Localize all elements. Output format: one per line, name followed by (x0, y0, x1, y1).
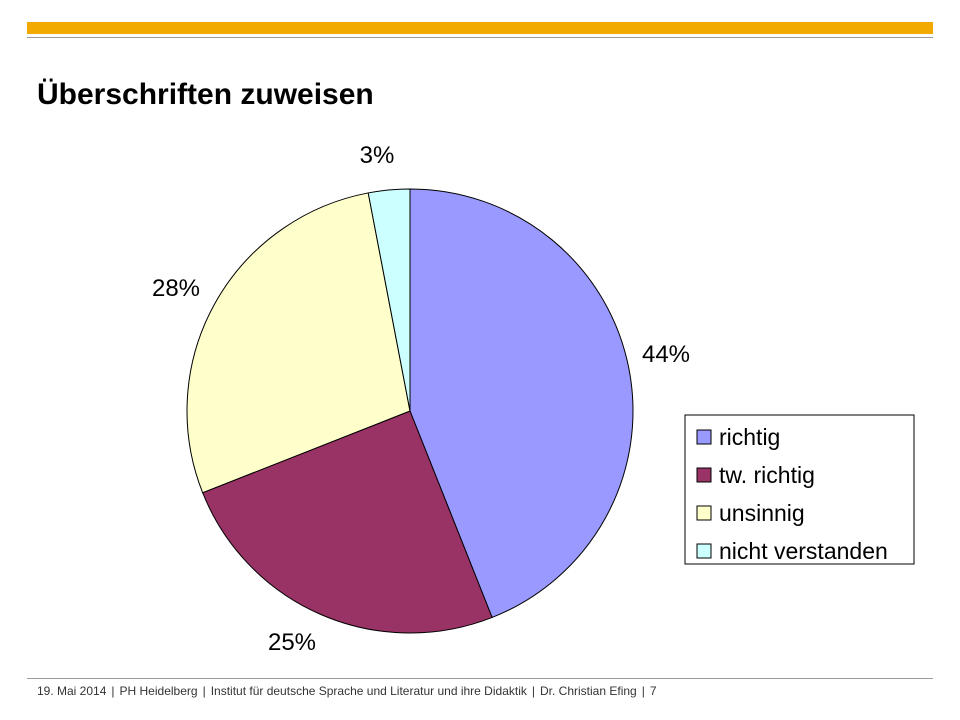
legend-swatch (696, 429, 712, 445)
top-divider (27, 37, 933, 38)
footer: 19. Mai 2014 | PH Heidelberg | Institut für … (37, 684, 657, 698)
pie-slice-unsinnig (186, 192, 411, 494)
data-label: 3% (360, 142, 395, 169)
footer-separator: | (202, 684, 206, 698)
legend-box (684, 414, 915, 565)
pie-slice-richtig (409, 188, 634, 619)
top-accent-bar (27, 22, 933, 34)
footer-separator: | (641, 684, 645, 698)
slide-title: Überschriften zuweisen (37, 78, 374, 111)
legend-entry: nicht verstanden (719, 538, 888, 564)
footer-page-number: 7 (649, 684, 657, 698)
legend-entry: unsinnig (719, 500, 805, 526)
footer-separator: | (111, 684, 115, 698)
legend-entry: tw. richtig (719, 462, 815, 488)
legend-swatch (696, 467, 712, 483)
legend-entry: richtig (719, 424, 780, 450)
data-label: 44% (642, 341, 690, 368)
footer-separator: | (531, 684, 535, 698)
data-label: 25% (268, 629, 316, 656)
footer-org: PH Heidelberg (119, 684, 198, 698)
footer-institute: Institut für deutsche Sprache und Litera… (210, 684, 527, 698)
legend-swatch (696, 505, 712, 521)
data-label: 28% (152, 275, 200, 302)
pie-slice-nicht-verstanden (367, 188, 411, 412)
legend-swatch (696, 543, 712, 559)
footer-divider (27, 678, 933, 679)
footer-author: Dr. Christian Efing (540, 684, 637, 698)
footer-date: 19. Mai 2014 (37, 684, 107, 698)
pie-slice-tw-richtig (202, 410, 493, 634)
